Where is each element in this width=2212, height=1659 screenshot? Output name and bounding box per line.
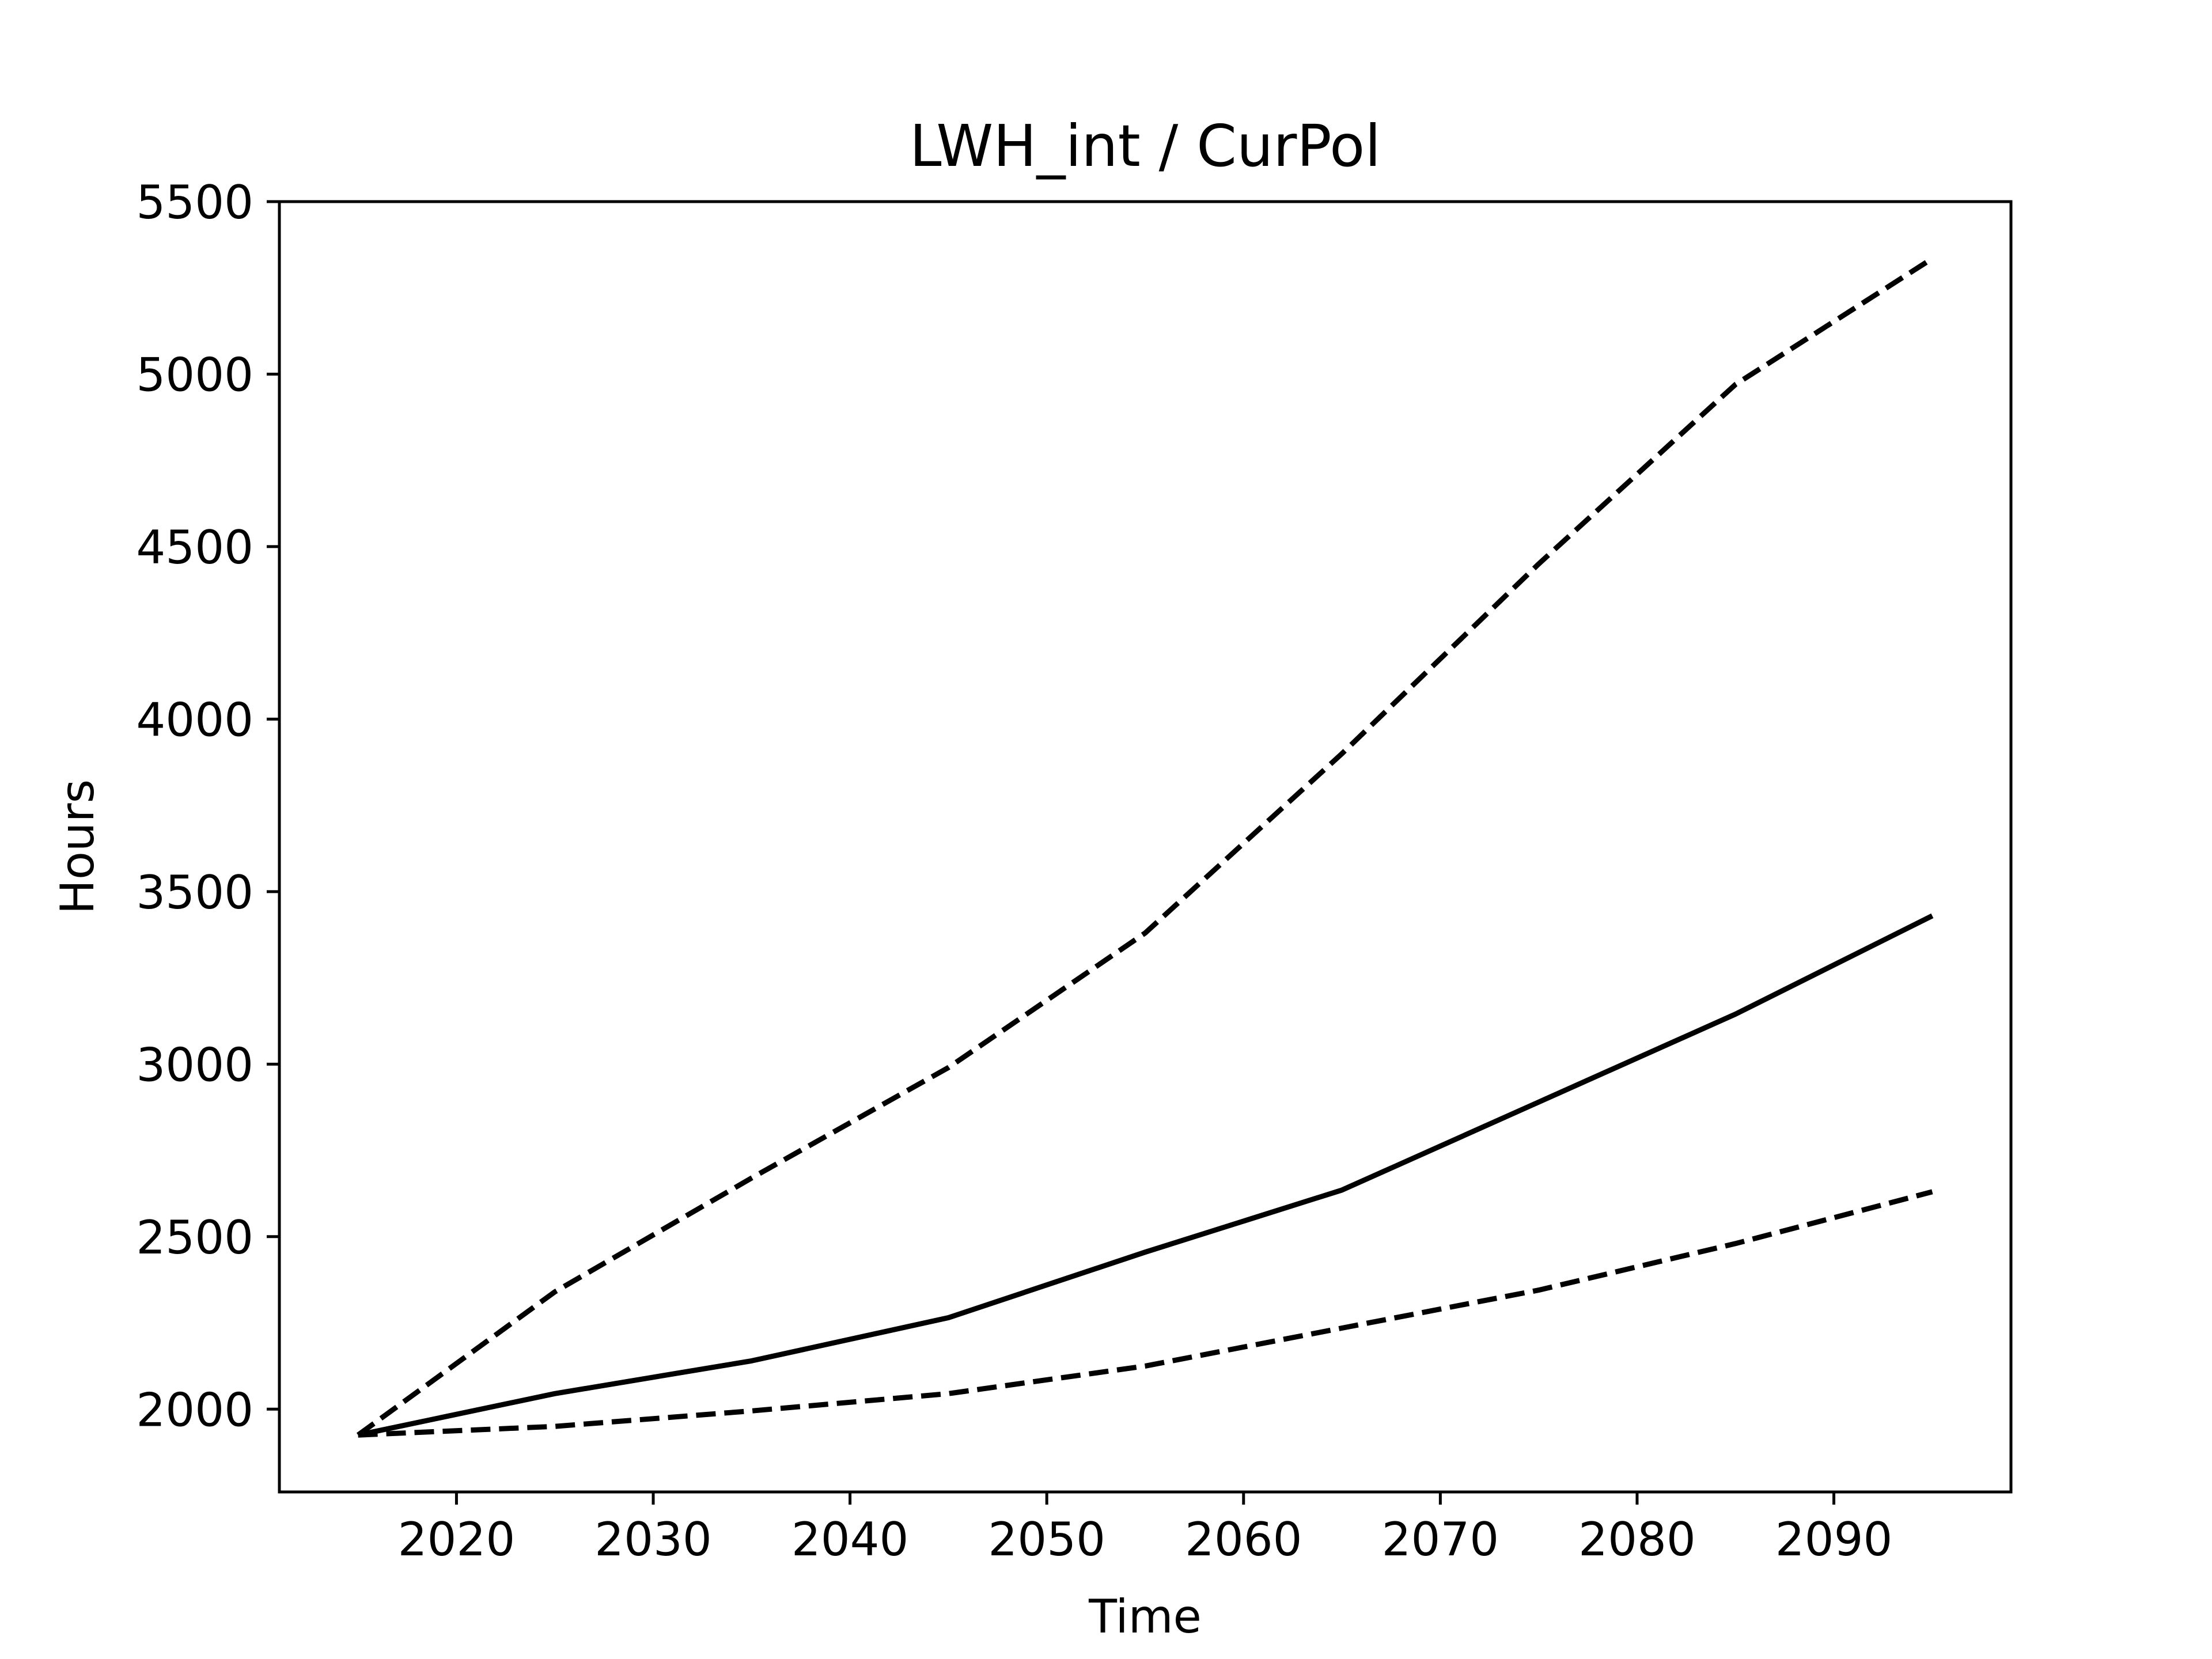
x-tick-label: 2090 [1775, 1513, 1893, 1566]
x-tick-label: 2050 [988, 1513, 1105, 1566]
y-axis-ticks: 2000 2500 3000 3500 4000 4500 5000 5500 [136, 176, 279, 1437]
y-tick-label: 5500 [136, 176, 253, 229]
x-tick-label: 2070 [1382, 1513, 1499, 1566]
series-line-2 [357, 913, 1934, 1438]
x-tick-label: 2040 [791, 1513, 909, 1566]
y-axis-label: Hours [51, 779, 104, 914]
y-tick-label: 4500 [136, 521, 253, 574]
y-tick-label: 2500 [136, 1211, 253, 1264]
x-tick-label: 2030 [594, 1513, 712, 1566]
y-tick-label: 2000 [136, 1383, 253, 1437]
x-tick-label: 2060 [1185, 1513, 1302, 1566]
plot-lines [356, 256, 1934, 1438]
x-axis-label: Time [1088, 1590, 1202, 1643]
y-tick-label: 4000 [136, 693, 253, 747]
x-axis-ticks: 2020 2030 2040 2050 2060 2070 2080 2090 [398, 1492, 1893, 1566]
y-tick-label: 5000 [136, 348, 253, 402]
series-line-3 [358, 1189, 1933, 1438]
plot-frame [278, 200, 2013, 1494]
chart-title: LWH_int / CurPol [910, 112, 1381, 180]
y-tick-label: 3500 [136, 866, 253, 919]
series-line-1 [356, 256, 1934, 1437]
x-tick-label: 2080 [1578, 1513, 1696, 1566]
y-tick-label: 3000 [136, 1038, 253, 1092]
x-tick-label: 2020 [398, 1513, 516, 1566]
